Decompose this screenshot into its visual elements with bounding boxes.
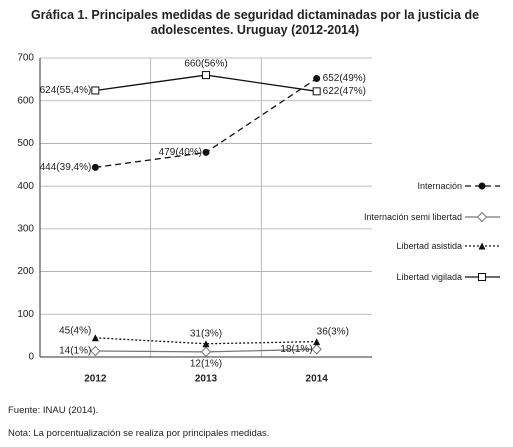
point <box>202 148 210 156</box>
y-tick-label: 500 <box>17 138 34 149</box>
data-label: 479(40%) <box>159 147 202 158</box>
point <box>313 75 321 83</box>
x-tick-label: 2014 <box>306 374 329 385</box>
point <box>90 345 101 357</box>
data-label: 45(4%) <box>59 325 91 336</box>
source: Fuente: INAU (2014). <box>8 405 99 416</box>
data-label: 660(56%) <box>184 59 227 70</box>
point <box>311 344 322 355</box>
legend-marker <box>478 273 486 281</box>
point <box>312 87 321 96</box>
y-tick-label: 200 <box>17 266 34 277</box>
data-label: 31(3%) <box>190 328 222 339</box>
data-label: 14(1%) <box>59 346 91 357</box>
data-label: 652(49%) <box>323 73 366 84</box>
data-label: 622(47%) <box>323 86 366 97</box>
y-tick-label: 700 <box>17 53 34 64</box>
data-label: 18(1%) <box>280 344 312 355</box>
point <box>202 340 210 348</box>
series-line <box>95 337 317 345</box>
x-tick-label: 2012 <box>84 374 107 385</box>
point <box>313 338 321 346</box>
legend-marker <box>478 242 486 250</box>
y-tick-label: 100 <box>17 309 34 320</box>
point <box>202 71 210 80</box>
data-label: 12(1%) <box>190 359 222 370</box>
point <box>200 346 212 358</box>
point <box>91 86 100 95</box>
point <box>91 334 99 342</box>
legend-label: Internación <box>417 180 462 191</box>
y-tick-label: 600 <box>17 95 34 106</box>
legend-marker <box>476 211 488 223</box>
x-tick-label: 2013 <box>195 374 218 385</box>
data-label: 624(55,4%) <box>40 85 92 96</box>
point <box>91 163 99 171</box>
data-label: 36(3%) <box>317 326 349 337</box>
data-label: 444(39,4%) <box>40 162 92 173</box>
legend-label: Libertad asistida <box>396 240 462 251</box>
chart-title: Gráfica 1. Principales medidas de seguri… <box>30 8 480 37</box>
y-tick-label: 400 <box>17 181 34 192</box>
y-tick-label: 300 <box>17 223 34 234</box>
note: Nota: La porcentualización se realiza po… <box>8 428 270 439</box>
legend-label: Internación semi libertad <box>363 211 462 222</box>
y-tick-label: 0 <box>28 352 34 363</box>
legend-marker <box>478 182 486 190</box>
legend-label: Libertad vigilada <box>396 271 462 282</box>
